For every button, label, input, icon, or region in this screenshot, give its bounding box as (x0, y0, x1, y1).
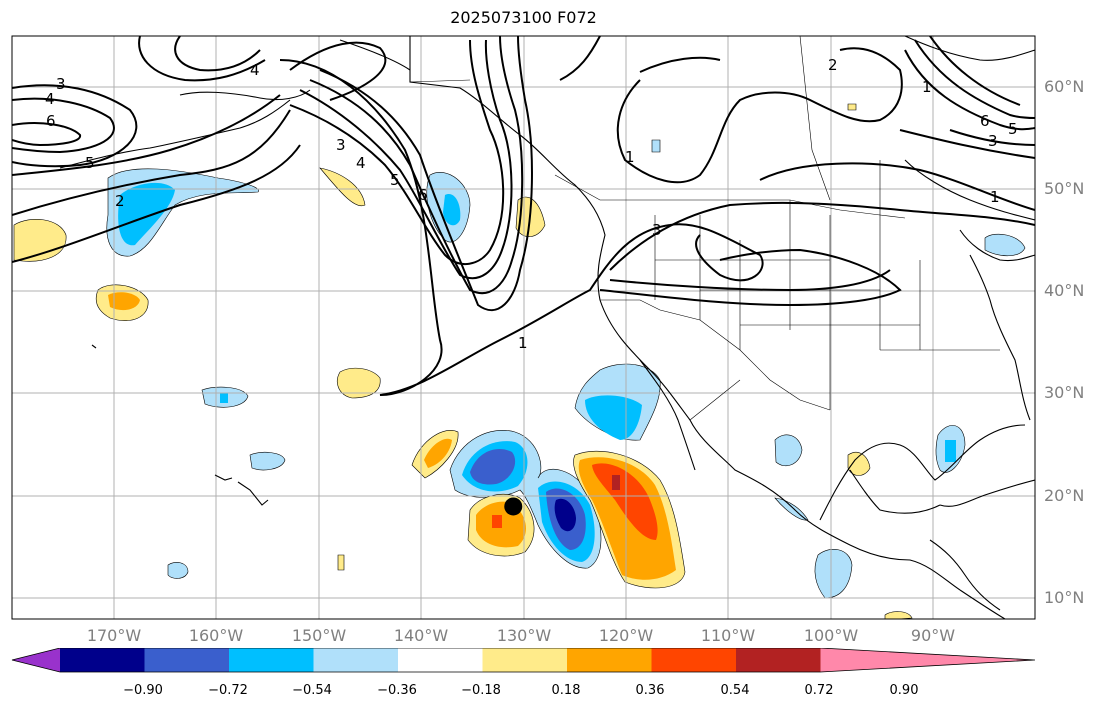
colorbar-segment (652, 648, 737, 672)
location-marker (504, 497, 522, 515)
contour-label: 1 (922, 78, 932, 96)
colorbar-extend-high (821, 648, 1036, 672)
lat-label-40: 40°N (1044, 281, 1084, 300)
colorbar-segment (314, 648, 399, 672)
lon-label-150w: 150°W (292, 626, 346, 645)
lon-label-110w: 110°W (701, 626, 755, 645)
contour-label: 6 (980, 112, 990, 130)
contour-label: 2 (828, 56, 838, 74)
contour-label: 4 (356, 154, 366, 172)
lon-label-160w: 160°W (189, 626, 243, 645)
colorbar-segment (229, 648, 314, 672)
lon-label-100w: 100°W (804, 626, 858, 645)
colorbar-tick-label: 0.72 (805, 683, 834, 698)
lon-label-140w: 140°W (394, 626, 448, 645)
colorbar-extend-low (12, 648, 60, 672)
colorbar-segment (567, 648, 652, 672)
contour-label: 5 (85, 154, 95, 172)
contour-label: 5 (390, 171, 400, 189)
colorbar-tick-label: −0.36 (377, 683, 417, 698)
contour-label: 4 (250, 61, 260, 79)
colorbar-tick-label: 0.36 (636, 683, 665, 698)
colorbar-segment (60, 648, 145, 672)
contour-label: 1 (990, 188, 1000, 206)
colorbar-segments (12, 648, 1035, 672)
contour-label: 3 (988, 132, 998, 150)
colorbar (0, 648, 1105, 676)
colorbar-tick-label: −0.90 (123, 683, 163, 698)
contour-label: 6 (46, 112, 56, 130)
lat-label-20: 20°N (1044, 486, 1084, 505)
colorbar-segment (736, 648, 821, 672)
colorbar-segment (398, 648, 483, 672)
contour-label: 6 (418, 186, 428, 204)
map-panel: 3 4 6 5 2 4 3 4 5 6 1 3 2 1 6 5 3 1 1 (0, 0, 1105, 640)
contour-label: 4 (45, 90, 55, 108)
lon-label-170w: 170°W (87, 626, 141, 645)
contour-label: 5 (1008, 120, 1018, 138)
lat-label-30: 30°N (1044, 383, 1084, 402)
colorbar-tick-label: −0.54 (292, 683, 332, 698)
colorbar-segment (145, 648, 230, 672)
lon-label-90w: 90°W (911, 626, 955, 645)
contour-label: 2 (115, 192, 125, 210)
contour-label: 3 (652, 221, 662, 239)
colorbar-tick-label: 0.90 (890, 683, 919, 698)
lon-label-120w: 120°W (599, 626, 653, 645)
lat-label-50: 50°N (1044, 179, 1084, 198)
contour-label: 3 (336, 136, 346, 154)
contour-label: 1 (518, 334, 528, 352)
colorbar-tick-label: 0.18 (552, 683, 581, 698)
lon-label-130w: 130°W (497, 626, 551, 645)
colorbar-tick-label: −0.72 (208, 683, 248, 698)
colorbar-tick-label: 0.54 (721, 683, 750, 698)
lat-label-60: 60°N (1044, 77, 1084, 96)
contour-label: 1 (625, 148, 635, 166)
contour-label: 3 (56, 75, 66, 93)
lat-label-10: 10°N (1044, 588, 1084, 607)
colorbar-segment (483, 648, 568, 672)
colorbar-tick-label: −0.18 (461, 683, 501, 698)
